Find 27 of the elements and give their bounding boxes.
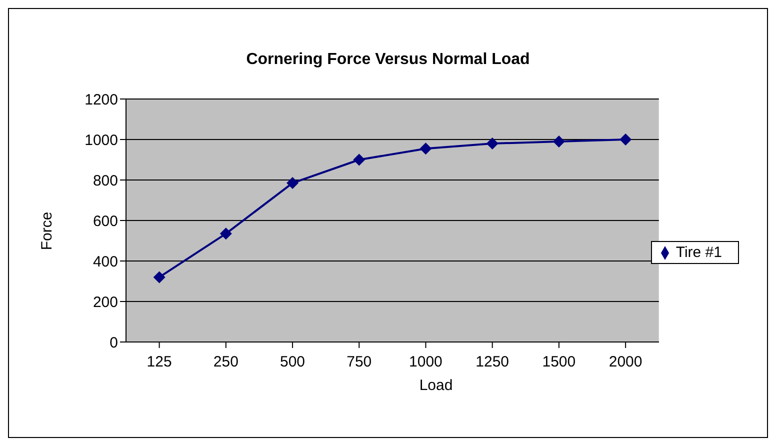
- x-tick-label: 500: [280, 354, 306, 371]
- y-tick-label: 800: [92, 172, 118, 190]
- point: [552, 136, 565, 148]
- point: [620, 134, 632, 146]
- x-tick-label: 125: [146, 354, 172, 371]
- point: [153, 271, 166, 284]
- point: [286, 177, 299, 190]
- x-axis-title: Load: [418, 377, 454, 394]
- x-tick-label: 1250: [476, 354, 510, 371]
- x-tick-label: 750: [346, 354, 372, 371]
- y-tick-label: 1000: [84, 132, 118, 149]
- point: [486, 138, 498, 150]
- y-tick-label: 600: [92, 212, 118, 230]
- point: [420, 142, 432, 155]
- x-tick-label: 1500: [542, 354, 576, 371]
- y-tick-label: 400: [92, 253, 118, 270]
- x-tick-label: 1000: [409, 354, 442, 371]
- chart-title: Cornering Force Versus Normal Load: [245, 51, 531, 69]
- x-tick-label: 2000: [608, 354, 642, 371]
- y-tick-label: 1200: [84, 91, 118, 108]
- y-tick-label: 0: [110, 334, 118, 352]
- point: [353, 154, 366, 166]
- y-tick-label: 200: [92, 294, 118, 311]
- x-tick-label: 250: [213, 354, 238, 371]
- point: [220, 228, 232, 240]
- y-axis-title: Force: [38, 212, 56, 250]
- legend-label: Tire #1: [676, 244, 722, 261]
